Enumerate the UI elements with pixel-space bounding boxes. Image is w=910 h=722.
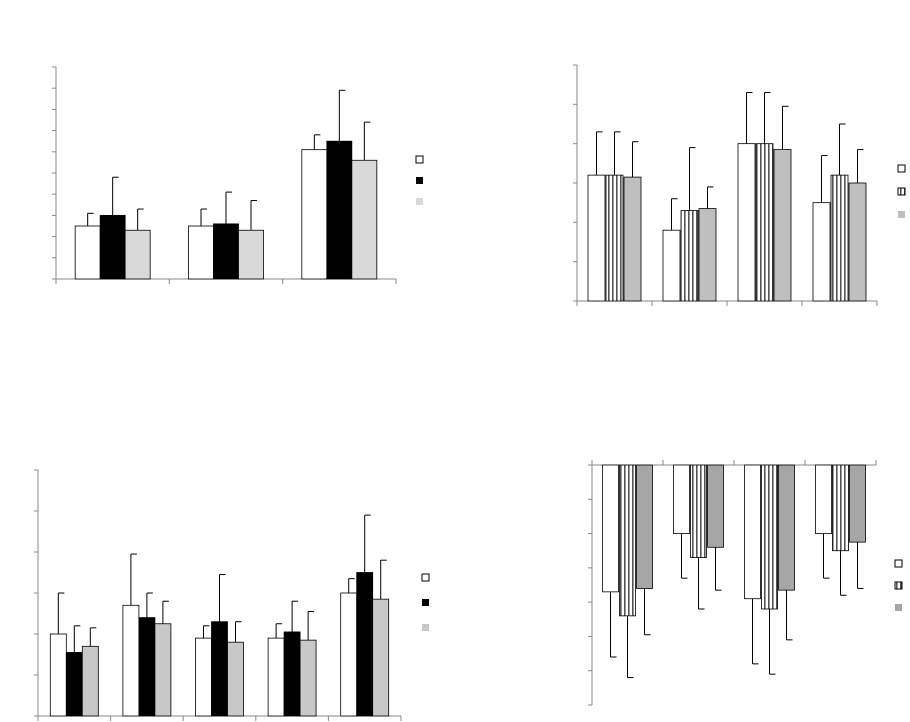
bar: [636, 464, 653, 589]
bar: [698, 208, 717, 302]
legend-swatch: [422, 599, 429, 606]
legend-swatch: [416, 198, 423, 205]
bar: [737, 143, 756, 302]
bar: [124, 229, 151, 280]
bar: [81, 645, 99, 717]
bar: [211, 621, 228, 717]
bar: [673, 464, 690, 534]
bar: [299, 639, 317, 717]
bar: [773, 149, 792, 302]
bar: [122, 604, 140, 717]
bar: [213, 223, 239, 280]
chart-3: [34, 469, 430, 721]
bar: [832, 464, 849, 552]
bar: [849, 464, 866, 543]
bar: [227, 641, 244, 717]
bar: [188, 225, 214, 280]
bar: [778, 464, 795, 591]
bar: [812, 202, 831, 302]
bar: [49, 633, 67, 717]
bar: [326, 140, 353, 280]
bar: [830, 174, 849, 302]
legend-swatch: [422, 624, 429, 631]
bar: [356, 572, 374, 717]
legend-swatch: [898, 211, 905, 218]
bar: [267, 637, 285, 717]
bar: [74, 225, 101, 280]
bar: [65, 652, 83, 717]
bar: [755, 143, 774, 302]
legend-swatch: [416, 177, 423, 184]
legend-swatch: [894, 581, 903, 590]
bar: [761, 464, 778, 610]
bar: [815, 464, 832, 534]
bar: [154, 623, 172, 717]
bar: [587, 174, 606, 302]
bar: [372, 598, 390, 717]
bar: [662, 229, 681, 302]
bar: [138, 617, 156, 717]
bar: [283, 631, 301, 717]
bar: [238, 229, 264, 280]
bar: [340, 592, 358, 717]
legend-swatch: [415, 155, 424, 164]
bar: [99, 214, 126, 280]
legend-swatch: [897, 187, 906, 196]
legend-swatch: [894, 559, 903, 568]
bar: [680, 210, 699, 302]
chart-4: [588, 460, 903, 706]
bar: [605, 174, 624, 302]
bar: [623, 176, 642, 302]
chart-2: [573, 64, 906, 306]
bar: [707, 464, 724, 548]
bar: [195, 637, 212, 717]
legend-swatch: [897, 164, 906, 173]
legend-swatch: [895, 604, 902, 611]
bar: [744, 464, 761, 600]
bar: [301, 149, 328, 280]
bar: [848, 182, 867, 302]
bar: [690, 464, 707, 558]
legend-swatch: [421, 573, 430, 582]
chart-1: [52, 66, 424, 284]
bar: [602, 464, 619, 593]
bar: [351, 159, 378, 280]
bar: [619, 464, 636, 617]
